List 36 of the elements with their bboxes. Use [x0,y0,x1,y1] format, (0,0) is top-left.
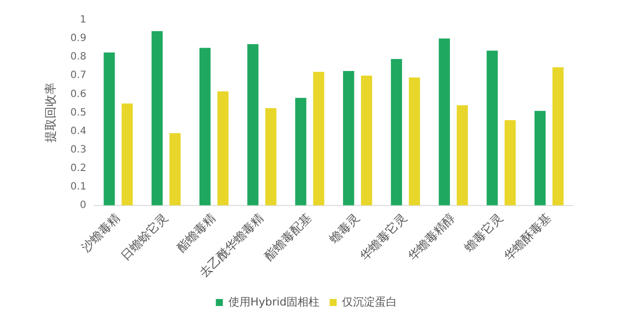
bar [456,105,468,206]
y-tick-label: 0.2 [70,162,86,174]
bar [217,91,229,206]
bar [170,133,181,206]
bar [152,31,163,206]
bar [486,50,498,206]
bar [295,98,306,206]
x-tick-label: 蟾毒灵 [326,210,362,246]
bar [438,38,450,206]
y-tick-label: 0.3 [70,144,86,156]
bar [552,67,564,206]
bar [265,108,276,206]
bar [104,52,115,206]
bar [534,110,546,206]
y-tick-label: 0.1 [70,181,86,192]
y-tick-label: 0.7 [70,70,86,82]
y-axis-title: 提取回收率 [43,82,58,143]
bar [313,72,324,206]
y-tick-label: 0.5 [70,107,86,118]
bar [390,58,402,206]
y-tick-label: 0.9 [70,33,86,44]
bar [504,120,516,206]
y-tick-label: 0.4 [70,126,86,137]
bar [122,103,133,206]
bar [408,77,420,206]
y-tick-label: 0.8 [70,52,86,63]
bar [343,70,354,206]
y-tick-label: 0 [80,200,86,212]
y-tick-label: 1 [80,14,86,26]
bar [199,48,211,206]
legend-label: 仅沉淀蛋白 [342,295,398,308]
x-tick-label: 蟾毒它灵 [462,210,506,255]
legend-label: 使用Hybrid固相柱 [228,295,320,308]
y-tick-label: 0.6 [70,88,86,100]
bar [247,44,258,206]
bar [360,76,372,206]
